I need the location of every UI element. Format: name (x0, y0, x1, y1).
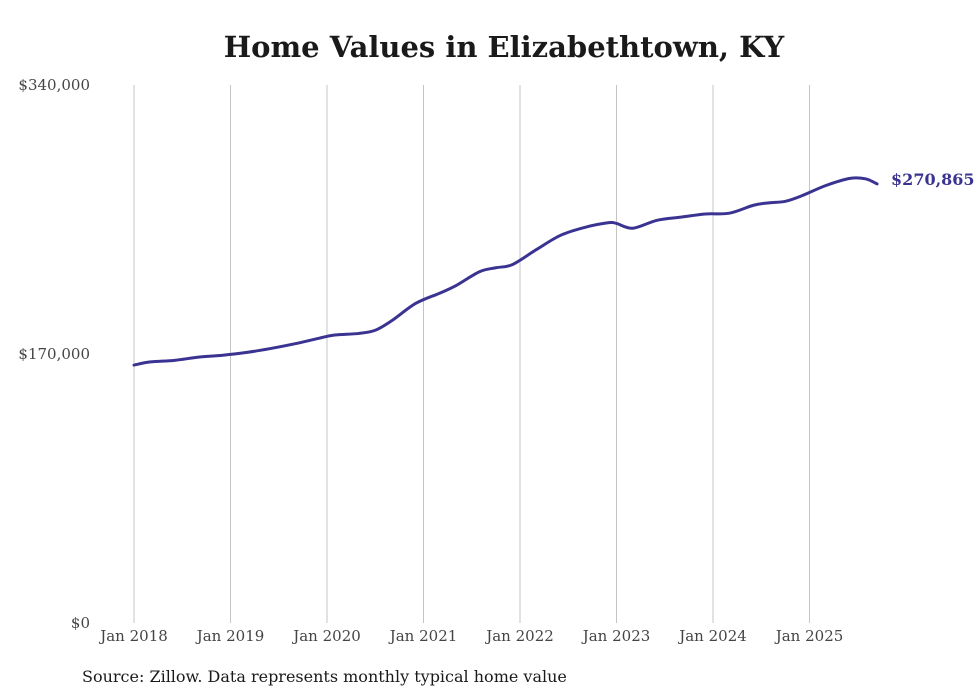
y-tick-label: $340,000 (18, 76, 90, 94)
x-tick-label: Jan 2024 (677, 627, 747, 645)
source-note: Source: Zillow. Data represents monthly … (82, 667, 567, 686)
x-tick-label: Jan 2021 (388, 627, 458, 645)
x-tick-label: Jan 2018 (98, 627, 168, 645)
series-layer: $270,865 (132, 170, 975, 367)
y-axis-ticks: $340,000 $170,000 $0 (18, 76, 90, 632)
x-tick-label: Jan 2023 (581, 627, 651, 645)
x-axis-ticks: Jan 2018 Jan 2019 Jan 2020 Jan 2021 Jan 2022… (98, 627, 843, 645)
series-line (132, 176, 879, 367)
x-tick-label: Jan 2020 (291, 627, 361, 645)
y-tick-label: $170,000 (18, 345, 90, 363)
y-tick-label: $0 (71, 614, 90, 632)
x-tick-label: Jan 2022 (484, 627, 554, 645)
x-tick-label: Jan 2019 (195, 627, 265, 645)
end-value-label: $270,865 (891, 170, 975, 189)
chart-title: Home Values in Elizabethtown, KY (223, 30, 785, 64)
x-tick-label: Jan 2025 (774, 627, 844, 645)
